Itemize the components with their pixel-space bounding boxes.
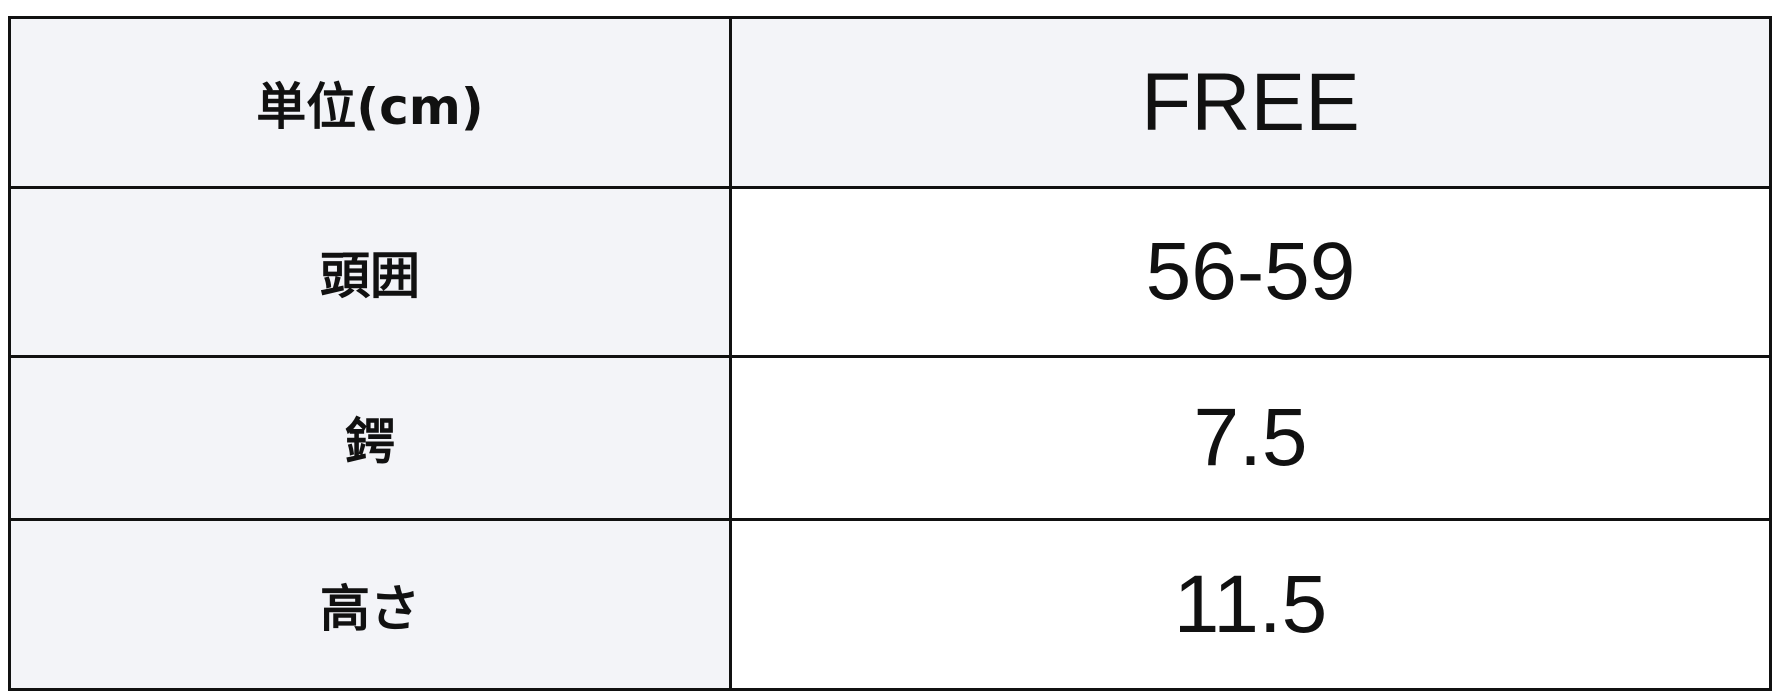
row-label-height: 高さ xyxy=(8,518,732,691)
table-row: 鍔 7.5 xyxy=(8,355,1772,521)
row-value-head-circumference: 56-59 xyxy=(729,186,1772,358)
size-table: 単位(cm) FREE 頭囲 56-59 鍔 7.5 高さ 11.5 xyxy=(8,16,1772,691)
row-value-brim: 7.5 xyxy=(729,355,1772,521)
table-row: 高さ 11.5 xyxy=(8,518,1772,691)
row-label-brim: 鍔 xyxy=(8,355,732,521)
row-value-height: 11.5 xyxy=(729,518,1772,691)
table-row: 頭囲 56-59 xyxy=(8,186,1772,358)
row-label-head-circumference: 頭囲 xyxy=(8,186,732,358)
size-header-free: FREE xyxy=(729,16,1772,189)
table-header-row: 単位(cm) FREE xyxy=(8,16,1772,189)
unit-header: 単位(cm) xyxy=(8,16,732,189)
